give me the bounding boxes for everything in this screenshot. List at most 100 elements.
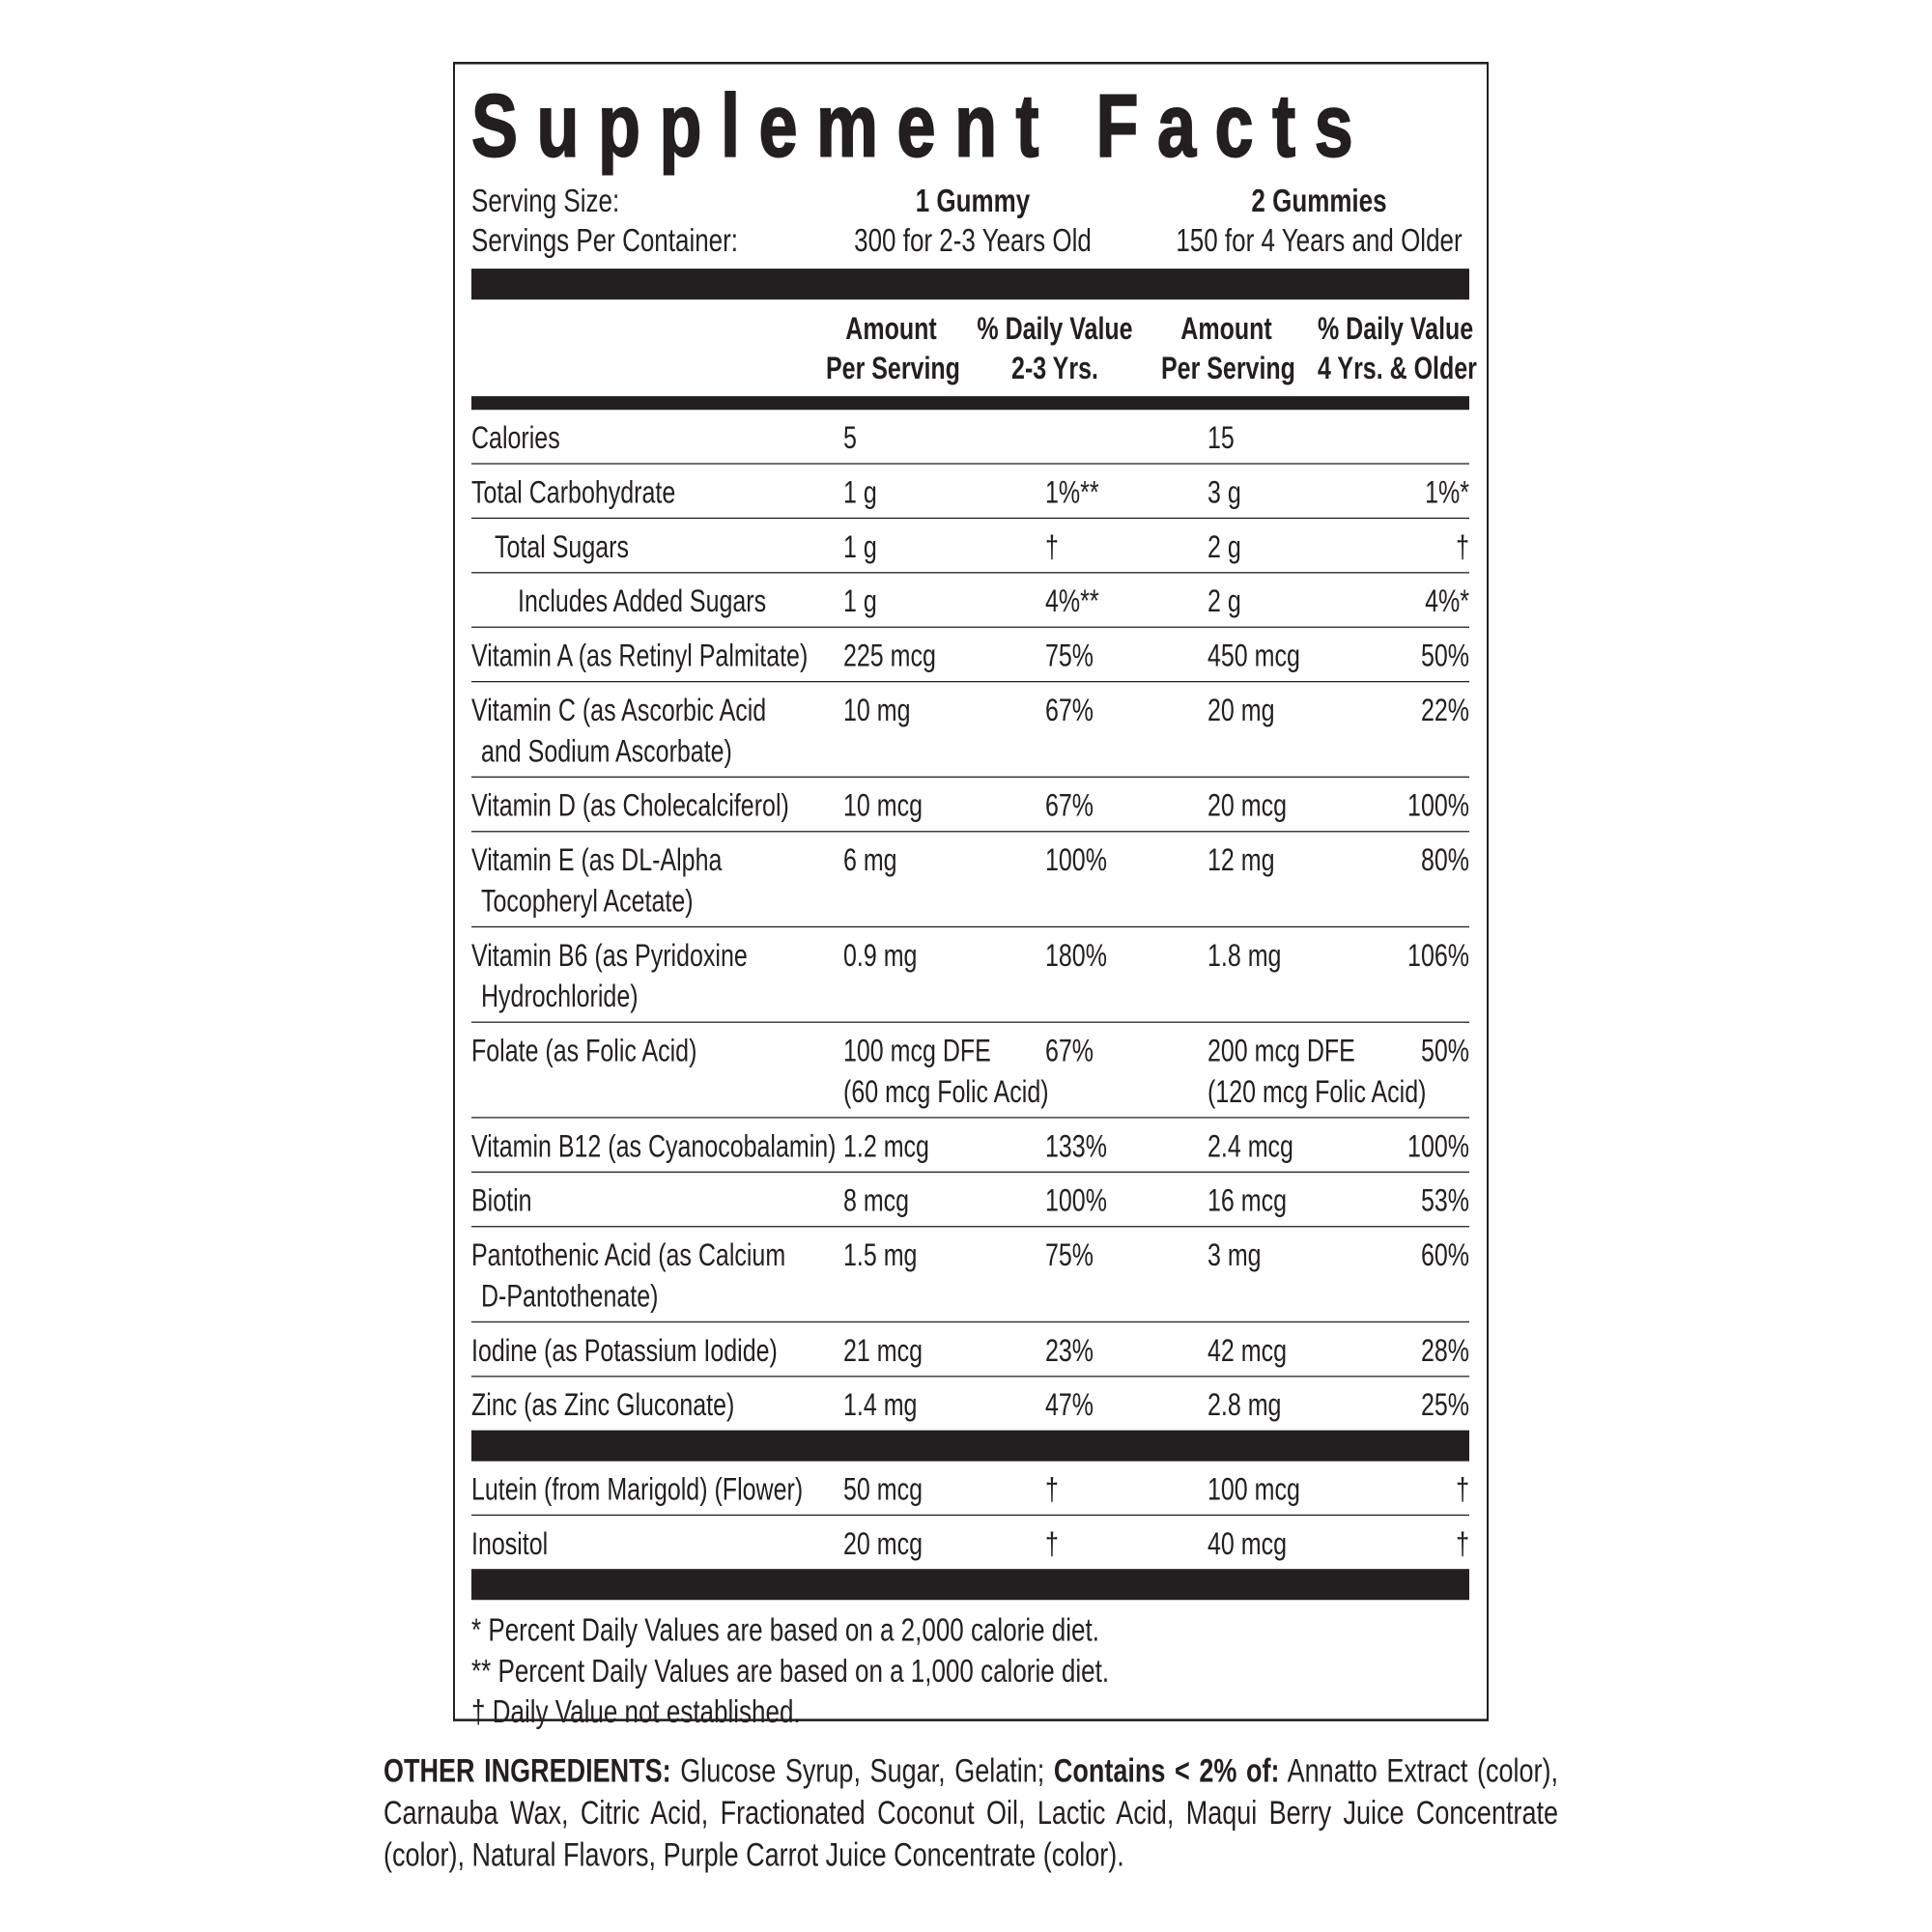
nutrient-row: Vitamin C (as Ascorbic Acid and Sodium A… (471, 681, 1469, 777)
amount: 40 mcg (1208, 1526, 1287, 1562)
daily-value: 23% (1045, 1333, 1094, 1369)
daily-value: 106% (1407, 938, 1469, 974)
amount: 21 mcg (843, 1333, 923, 1369)
daily-value: 100% (1045, 1183, 1107, 1219)
amount: 100 mcg DFE (60 mcg Folic Acid) (843, 1034, 1049, 1110)
amount: 1.2 mcg (843, 1129, 929, 1164)
daily-value: 25% (1420, 1388, 1469, 1423)
serving-size: 2 Gummies (1251, 182, 1387, 219)
amount: 0.9 mg (843, 938, 918, 974)
other-ingredients: OTHER INGREDIENTS: Glucose Syrup, Sugar,… (384, 1749, 1558, 1876)
footnote: † Daily Value not established. (471, 1691, 1469, 1732)
daily-value: 60% (1420, 1237, 1469, 1273)
amount: 5 (843, 420, 857, 456)
footnote: ** Percent Daily Values are based on a 1… (471, 1651, 1469, 1691)
daily-value: 53% (1420, 1183, 1469, 1219)
daily-value: 47% (1045, 1388, 1094, 1423)
column-header: % Daily Value 4 Yrs. & Older (1318, 311, 1477, 386)
amount: 42 mcg (1208, 1333, 1287, 1369)
nutrient-name: Folate (as Folic Acid) (471, 1034, 697, 1069)
nutrient-name: Vitamin C (as Ascorbic Acid and Sodium A… (471, 693, 767, 770)
nutrient-name: Lutein (from Marigold) (Flower) (471, 1472, 804, 1508)
nutrient-row: Vitamin D (as Cholecalciferol) 10 mcg 67% 2… (471, 776, 1469, 831)
nutrient-row: Vitamin B6 (as Pyridoxine Hydrochloride)… (471, 925, 1469, 1022)
daily-value: † (1456, 529, 1469, 565)
serving-size-label: Serving Size: (471, 182, 620, 219)
nutrient-name: Zinc (as Zinc Gluconate) (471, 1388, 735, 1423)
amount: 10 mcg (843, 788, 923, 824)
other-ingredients-label: OTHER INGREDIENTS: (384, 1751, 671, 1790)
nutrient-row: Pantothenic Acid (as Calcium D-Pantothen… (471, 1226, 1469, 1321)
daily-value: 80% (1420, 842, 1469, 878)
divider-bar (471, 396, 1469, 411)
daily-value: 50% (1420, 1034, 1469, 1069)
daily-value: † (1045, 529, 1059, 565)
daily-value: 100% (1045, 842, 1107, 878)
daily-value: 22% (1420, 693, 1469, 728)
amount: 200 mcg DFE (120 mcg Folic Acid) (1208, 1034, 1427, 1110)
column-header: % Daily Value 2-3 Yrs. (977, 311, 1133, 386)
amount: 20 mcg (843, 1526, 923, 1562)
footnote-symbol: * (471, 1610, 482, 1649)
nutrient-row: Inositol 20 mcg † 40 mcg † (471, 1514, 1469, 1569)
daily-value: † (1456, 1526, 1469, 1562)
contains-text: Annatto Extract (color), Carnauba Wax, C… (384, 1751, 1558, 1874)
daily-value: 75% (1045, 1237, 1094, 1273)
nutrient-section: Calories 5 15 Total Carbohydrate 1 g 1%** 3 g 1… (471, 410, 1469, 1430)
amount: 3 g (1208, 475, 1241, 511)
amount: 8 mcg (843, 1183, 910, 1219)
nutrient-row: Includes Added Sugars 1 g 4%** 2 g 4%* (471, 572, 1469, 626)
amount: 2 g (1208, 584, 1241, 619)
footnote: * Percent Daily Values are based on a 2,… (471, 1609, 1469, 1650)
nutrient-name: Includes Added Sugars (518, 584, 767, 619)
nutrient-name: Total Carbohydrate (471, 475, 676, 511)
amount: 100 mcg (1208, 1472, 1300, 1508)
footnotes: * Percent Daily Values are based on a 2,… (471, 1600, 1469, 1732)
nutrient-row: Vitamin A (as Retinyl Palmitate) 225 mcg 7… (471, 626, 1469, 681)
daily-value: 28% (1420, 1333, 1469, 1369)
daily-value: 67% (1045, 1034, 1094, 1069)
amount: 20 mg (1208, 693, 1275, 728)
amount: 1 g (843, 529, 877, 565)
nutrient-name: Vitamin B6 (as Pyridoxine Hydrochloride) (471, 938, 748, 1014)
divider-bar (471, 1569, 1469, 1601)
daily-value: 100% (1407, 1129, 1469, 1164)
contains-label: Contains < 2% of: (1053, 1751, 1280, 1790)
footnote-text: Percent Daily Values are based on a 1,00… (497, 1652, 1110, 1690)
footnote-text: Daily Value not established. (492, 1692, 801, 1730)
servings-per-container: 150 for 4 Years and Older (1176, 221, 1463, 259)
column-header: Amount Per Serving (826, 311, 960, 386)
nutrient-name: Vitamin E (as DL-Alpha Tocopheryl Acetat… (471, 842, 723, 920)
amount: 1.5 mg (843, 1237, 918, 1273)
footnote-symbol: † (471, 1692, 486, 1730)
panel-title: Supplement Facts (470, 75, 1373, 176)
column-header: Amount Per Serving (1161, 311, 1295, 386)
nutrient-row: Biotin 8 mcg 100% 16 mcg 53% (471, 1171, 1469, 1226)
daily-value: 1%* (1425, 475, 1469, 511)
amount: 10 mg (843, 693, 911, 728)
divider-bar (471, 1430, 1469, 1462)
amount: 1 g (843, 475, 877, 511)
daily-value: 50% (1420, 639, 1469, 674)
nutrient-name: Biotin (471, 1183, 532, 1219)
amount: 1.4 mg (843, 1388, 918, 1423)
amount: 2.4 mcg (1208, 1129, 1293, 1164)
amount: 15 (1208, 420, 1235, 456)
daily-value: 1%** (1045, 475, 1099, 511)
daily-value: 4%* (1425, 584, 1469, 619)
nutrient-sections: Calories 5 15 Total Carbohydrate 1 g 1%** 3 g 1… (471, 410, 1469, 1601)
nutrient-name: Vitamin D (as Cholecalciferol) (471, 788, 789, 824)
amount: 225 mcg (843, 639, 936, 674)
amount: 20 mcg (1208, 788, 1287, 824)
nutrient-name: Iodine (as Potassium Iodide) (471, 1333, 778, 1369)
nutrient-name: Pantothenic Acid (as Calcium D-Pantothen… (471, 1237, 786, 1315)
daily-value: 75% (1045, 639, 1094, 674)
nutrient-row: Zinc (as Zinc Gluconate) 1.4 mg 47% 2.8 mg 2… (471, 1376, 1469, 1430)
amount: 2 g (1208, 529, 1241, 565)
servings-per-container: 300 for 2-3 Years Old (854, 221, 1092, 259)
nutrient-row: Vitamin B12 (as Cyanocobalamin) 1.2 mcg 13… (471, 1117, 1469, 1171)
daily-value (1045, 418, 1208, 459)
nutrient-row: Vitamin E (as DL-Alpha Tocopheryl Acetat… (471, 831, 1469, 926)
daily-value: 4%** (1045, 584, 1099, 619)
